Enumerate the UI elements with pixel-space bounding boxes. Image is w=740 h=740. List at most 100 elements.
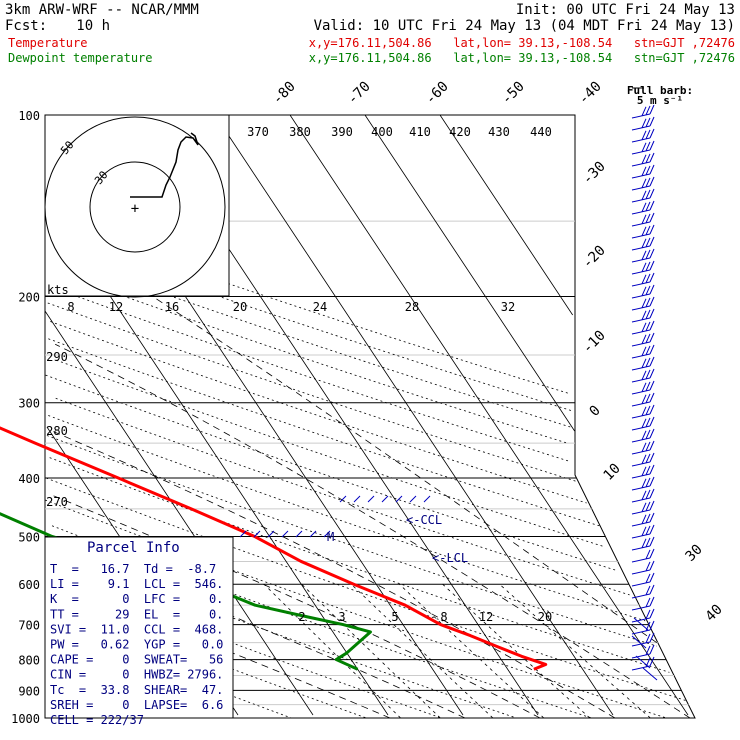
theta-label: 440 xyxy=(530,125,552,139)
wind-barb xyxy=(381,495,389,503)
dry-adiabat-line xyxy=(46,435,657,647)
ccl-marker: <-CCL xyxy=(406,513,442,527)
forecast-label: Fcst: xyxy=(5,18,47,34)
mixing-ratio-line xyxy=(351,583,494,719)
pressure-tick-label: 900 xyxy=(18,684,40,698)
wind-barb xyxy=(267,530,275,538)
parcel-info-line: SVI = 11.0 CCL = 468. xyxy=(50,622,223,636)
parcel-info-box xyxy=(44,536,234,719)
wind-barb xyxy=(309,530,317,538)
theta-label: 410 xyxy=(409,125,431,139)
theta-label: 430 xyxy=(488,125,510,139)
theta-label: 390 xyxy=(331,125,353,139)
wind-barb xyxy=(631,500,655,515)
theta-label-left: 280 xyxy=(46,424,68,438)
wind-barb xyxy=(631,464,655,479)
wind-barb xyxy=(631,284,655,299)
wind-barb xyxy=(423,495,431,503)
wind-barb xyxy=(339,495,347,503)
mixing-ratio-low-label: 5 xyxy=(391,610,398,624)
dry-adiabat-line xyxy=(48,220,571,395)
mixing-ratio-label: 16 xyxy=(165,300,179,314)
mixing-ratio-label: 32 xyxy=(501,300,515,314)
parcel-info-line: SREH = 0 LAPSE= 6.6 xyxy=(50,698,223,712)
dry-adiabat-line xyxy=(47,302,577,482)
hodograph-ring xyxy=(44,116,226,298)
moist-adiabat-line xyxy=(55,343,691,719)
parcel-info-title: Parcel Info xyxy=(87,540,180,556)
mixing-ratio-low-label: 8 xyxy=(440,610,447,624)
isotherm-label: -30 xyxy=(580,159,609,188)
legend-temperature: Temperature xyxy=(8,36,87,50)
wind-barb xyxy=(631,152,655,167)
wind-barb xyxy=(631,536,655,551)
dry-adiabat-line xyxy=(55,397,630,596)
wind-barb xyxy=(631,635,647,649)
parcel-info-line: Tc = 33.8 SHEAR= 47. xyxy=(50,683,223,697)
wind-barb xyxy=(642,667,658,681)
pressure-tick-label: 800 xyxy=(18,654,40,668)
parcel-info-line: T = 16.7 Td = -8.7 xyxy=(50,562,216,576)
parcel-info-line: TT = 29 EL = 0. xyxy=(50,607,223,621)
isotherm-label: 0 xyxy=(587,403,604,420)
pressure-tick-label: 600 xyxy=(18,578,40,592)
wind-barb xyxy=(631,296,655,311)
wind-barb xyxy=(631,272,655,287)
legend-dewpoint-info: x,y=176.11,504.86 lat,lon= 39.13,-108.54… xyxy=(309,51,735,65)
hodograph-units: kts xyxy=(47,283,69,297)
m-marker: M xyxy=(327,530,334,544)
wind-barb xyxy=(631,584,655,599)
wind-barb xyxy=(631,188,655,203)
model-title: 3km ARW-WRF -- NCAR/MMM xyxy=(5,2,199,18)
isotherm-line xyxy=(44,310,314,716)
wind-barb xyxy=(631,260,655,275)
mixing-ratio-line xyxy=(301,583,441,719)
mixing-ratio-label: 20 xyxy=(233,300,247,314)
wind-barb xyxy=(353,495,361,503)
pressure-tick-label: 700 xyxy=(18,619,40,633)
isotherm-line xyxy=(439,114,574,316)
barb-legend-value: 5 m s⁻¹ xyxy=(637,94,683,107)
wind-barb xyxy=(631,176,655,191)
parcel-info-line: K = 0 LFC = 0. xyxy=(50,592,223,606)
hodograph-trace xyxy=(130,132,199,198)
wind-barb xyxy=(631,248,655,263)
wind-barb xyxy=(631,548,655,563)
wind-barb xyxy=(631,452,655,467)
isotherm-label: -60 xyxy=(423,79,452,108)
wind-barb xyxy=(631,332,655,347)
wind-barb xyxy=(631,512,655,527)
dry-adiabat-line xyxy=(51,237,574,412)
theta-label-left: 270 xyxy=(46,495,68,509)
wind-barb xyxy=(631,392,655,407)
wind-barb xyxy=(239,530,247,538)
parcel-info-line: CIN = 0 HWBZ= 2796. xyxy=(50,668,223,682)
dry-adiabat-line xyxy=(50,321,587,504)
isotherm-label: -40 xyxy=(576,79,605,108)
wind-barb xyxy=(631,320,655,335)
wind-barb xyxy=(631,608,655,623)
parcel-info-line: LI = 9.1 LCL = 546. xyxy=(50,577,223,591)
wind-barb xyxy=(631,368,655,383)
hodograph-ring xyxy=(89,161,181,253)
moist-adiabat-line xyxy=(152,296,658,643)
wind-barb xyxy=(631,416,655,431)
wind-barb xyxy=(409,495,417,503)
dry-adiabat-line xyxy=(45,374,618,572)
parcel-info-line: PW = 0.62 YGP = 0.0 xyxy=(50,638,223,652)
wind-barb xyxy=(631,440,655,455)
wind-barb xyxy=(631,356,655,371)
mixing-ratio-low-label: 2 xyxy=(298,610,305,624)
pressure-tick-label: 1000 xyxy=(11,712,40,726)
wind-barb xyxy=(631,596,655,611)
wind-barb xyxy=(367,495,375,503)
parcel-info-line: CELL = 222/37 xyxy=(50,713,144,727)
mixing-ratio-label: 8 xyxy=(67,300,74,314)
wind-barb xyxy=(631,428,655,443)
theta-label: 400 xyxy=(371,125,393,139)
mixing-ratio-line xyxy=(399,583,545,719)
wind-barb xyxy=(631,116,655,131)
pressure-tick-label: 500 xyxy=(18,530,40,544)
wind-barb xyxy=(395,495,403,503)
mixing-ratio-low-label: 12 xyxy=(479,610,493,624)
